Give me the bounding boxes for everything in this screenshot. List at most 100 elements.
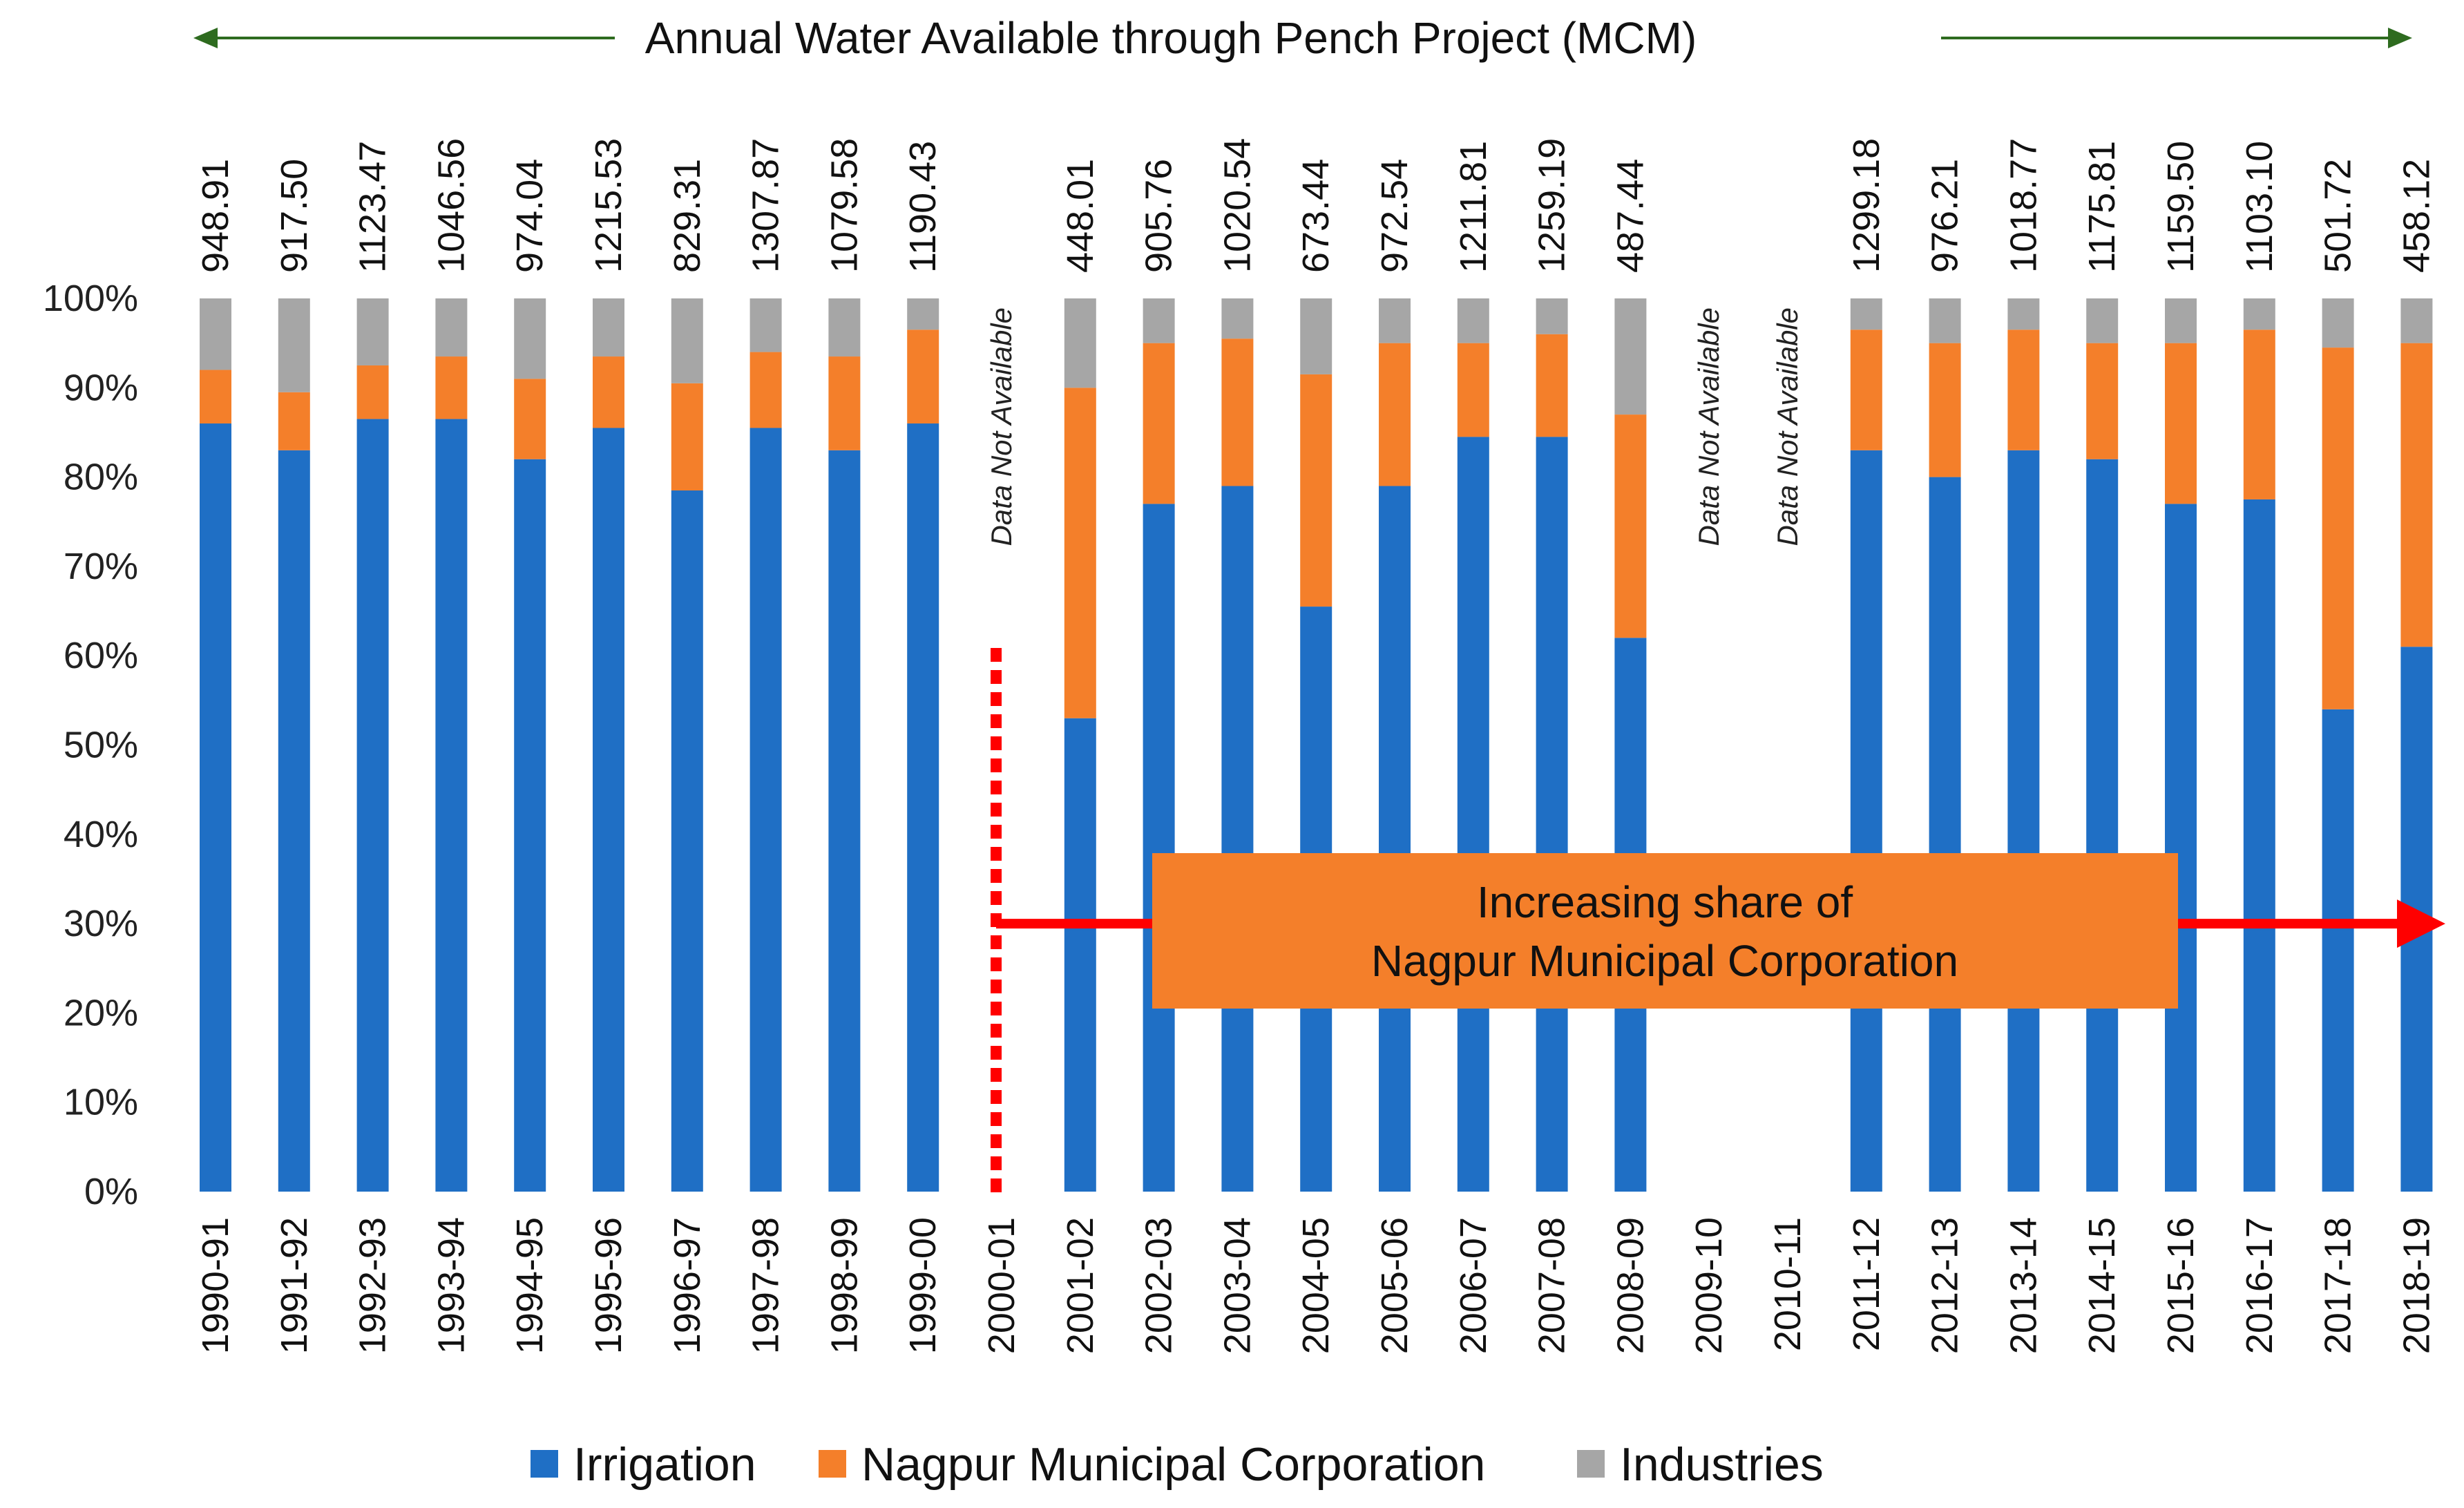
total-label: 1190.43 — [902, 141, 944, 273]
x-tick-label: 2010-11 — [1767, 1217, 1808, 1351]
total-label: 829.31 — [667, 159, 708, 273]
total-label: 1103.10 — [2239, 141, 2280, 273]
bar-segment-nagpur-municipal-corporation — [749, 352, 782, 428]
bar-segment-nagpur-municipal-corporation — [2165, 343, 2197, 504]
bar-segment-industries — [2243, 298, 2275, 330]
x-tick-label: 2003-04 — [1216, 1217, 1258, 1354]
total-label: 1259.19 — [1531, 138, 1573, 273]
x-tick-label: 2015-16 — [2160, 1217, 2202, 1354]
x-tick-label: 1993-94 — [430, 1217, 472, 1354]
y-tick-label: 10% — [64, 1082, 138, 1123]
total-label: 1123.47 — [352, 141, 394, 273]
x-tick-label: 2004-05 — [1295, 1217, 1337, 1354]
bar-segment-nagpur-municipal-corporation — [1850, 330, 1882, 450]
x-tick-label: 2009-10 — [1688, 1217, 1730, 1354]
bar-segment-nagpur-municipal-corporation — [1457, 343, 1489, 437]
bar-segment-industries — [671, 298, 703, 383]
title-arrowhead-left — [193, 28, 218, 48]
bar-segment-irrigation — [2007, 450, 2040, 1192]
x-tick-label: 2014-15 — [2081, 1217, 2123, 1354]
total-label: 448.01 — [1060, 159, 1101, 273]
bar-segment-irrigation — [514, 459, 546, 1192]
total-label: 917.50 — [274, 159, 315, 273]
bar-segment-industries — [593, 298, 624, 357]
bar-segment-industries — [1850, 298, 1882, 330]
annotation: Increasing share of Nagpur Municipal Cor… — [991, 648, 2445, 1194]
bar-segment-irrigation — [1457, 437, 1489, 1192]
bar-segment-industries — [1536, 298, 1568, 334]
total-label: 948.91 — [195, 159, 236, 273]
bar-segment-nagpur-municipal-corporation — [2322, 347, 2354, 709]
bar-segment-irrigation — [1850, 450, 1882, 1192]
bar-segment-nagpur-municipal-corporation — [514, 379, 546, 459]
annotation-text-line2: Nagpur Municipal Corporation — [1371, 936, 1958, 986]
not-available-label: Data Not Available — [985, 307, 1018, 546]
total-label: 1175.81 — [2081, 141, 2123, 273]
bar-segment-nagpur-municipal-corporation — [435, 356, 468, 419]
bar-segment-irrigation — [907, 423, 939, 1192]
bar-segment-industries — [514, 298, 546, 379]
bar-segment-nagpur-municipal-corporation — [2007, 330, 2040, 450]
total-labels: 948.91 917.50 1123.47 1046.56 974.04 1215.53 8… — [195, 138, 2437, 273]
bar-segment-nagpur-municipal-corporation — [1143, 343, 1175, 504]
bar-segment-irrigation — [435, 419, 468, 1192]
bar-segment-irrigation — [671, 490, 703, 1192]
bar-segment-industries — [200, 298, 231, 370]
x-tick-label: 2002-03 — [1138, 1217, 1180, 1354]
bar-segment-nagpur-municipal-corporation — [671, 383, 703, 490]
y-axis: 0% 10% 20% 30% 40% 50% 60% 70% 80% 90% 100% — [43, 278, 138, 1212]
bar-segment-industries — [1221, 298, 1254, 339]
bar-segment-industries — [1143, 298, 1175, 343]
total-label: 673.44 — [1295, 159, 1337, 273]
y-tick-label: 50% — [64, 725, 138, 766]
y-tick-label: 60% — [64, 635, 138, 676]
bar-segment-nagpur-municipal-corporation — [2243, 330, 2275, 499]
title-arrowhead-right — [2388, 28, 2412, 48]
x-tick-label: 2018-19 — [2396, 1217, 2437, 1354]
bars — [200, 298, 2433, 1192]
total-label: 501.72 — [2318, 159, 2359, 273]
y-tick-label: 70% — [64, 546, 138, 587]
bar-segment-nagpur-municipal-corporation — [1221, 338, 1254, 486]
annotation-arrowhead — [2397, 899, 2445, 948]
annotation-box — [1152, 853, 2178, 1009]
title-group: Annual Water Available through Pench Pro… — [193, 13, 2412, 63]
bar-segment-irrigation — [1064, 718, 1096, 1192]
x-tick-label: 1995-96 — [588, 1217, 629, 1354]
x-tick-label: 1997-98 — [745, 1217, 787, 1354]
annotation-text-line1: Increasing share of — [1477, 877, 1853, 927]
x-tick-label: 1998-99 — [823, 1217, 865, 1354]
total-label: 1307.87 — [745, 138, 787, 273]
bar-segment-nagpur-municipal-corporation — [1929, 343, 1961, 477]
legend-label: Irrigation — [573, 1438, 756, 1491]
not-available-label: Data Not Available — [1771, 307, 1804, 546]
bar-segment-irrigation — [1929, 477, 1961, 1192]
bar-segment-industries — [1457, 298, 1489, 343]
y-tick-label: 20% — [64, 992, 138, 1033]
bar-segment-industries — [907, 298, 939, 330]
bar-segment-irrigation — [1536, 437, 1568, 1192]
total-label: 972.54 — [1374, 159, 1415, 273]
x-tick-label: 2000-01 — [981, 1217, 1022, 1354]
bar-segment-nagpur-municipal-corporation — [356, 365, 389, 419]
total-label: 1159.50 — [2160, 141, 2202, 273]
total-label: 1079.58 — [823, 138, 865, 273]
y-tick-label: 100% — [43, 278, 138, 319]
x-tick-label: 2006-07 — [1453, 1217, 1494, 1354]
x-tick-label: 1990-91 — [195, 1217, 236, 1354]
bar-segment-irrigation — [2165, 504, 2197, 1192]
bar-segment-industries — [356, 298, 389, 365]
bar-segment-irrigation — [593, 428, 624, 1192]
x-tick-label: 2017-18 — [2318, 1217, 2359, 1354]
y-tick-label: 90% — [64, 367, 138, 408]
bar-segment-irrigation — [2243, 499, 2275, 1192]
x-tick-label: 2005-06 — [1374, 1217, 1415, 1354]
not-available-label: Data Not Available — [1692, 307, 1725, 546]
bar-segment-irrigation — [1379, 486, 1411, 1192]
x-tick-label: 1992-93 — [352, 1217, 394, 1354]
bar-segment-irrigation — [356, 419, 389, 1192]
total-label: 1018.77 — [2003, 138, 2044, 273]
bar-segment-irrigation — [278, 450, 310, 1192]
y-tick-label: 0% — [84, 1171, 138, 1212]
x-tick-label: 2016-17 — [2239, 1217, 2280, 1354]
